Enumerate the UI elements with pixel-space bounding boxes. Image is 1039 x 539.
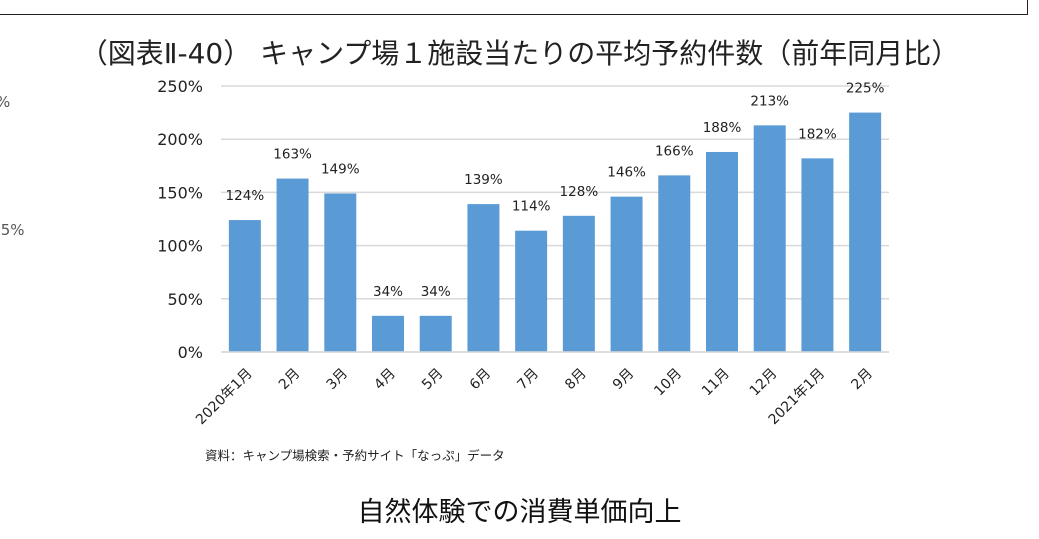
bar bbox=[706, 151, 738, 352]
data-label: 128% bbox=[560, 184, 599, 200]
bar bbox=[467, 204, 500, 352]
y-tick-label: 200% bbox=[157, 130, 203, 149]
data-label: 163% bbox=[273, 147, 312, 163]
bar bbox=[276, 178, 309, 352]
data-label: 166% bbox=[655, 143, 694, 159]
x-tick-label: 4月 bbox=[371, 366, 399, 394]
x-tick-label: 2月 bbox=[848, 366, 876, 394]
y-tick-label: 150% bbox=[157, 183, 203, 202]
bar bbox=[610, 196, 643, 352]
x-tick-label: 6月 bbox=[467, 366, 495, 394]
bar bbox=[419, 315, 452, 352]
x-tick-label: 2020年1月 bbox=[193, 366, 256, 429]
x-tick-label: 5月 bbox=[419, 366, 447, 394]
x-tick-label: 3月 bbox=[324, 366, 352, 394]
x-tick-label: 8月 bbox=[562, 366, 590, 394]
y-tick-label: 50% bbox=[167, 290, 203, 309]
bar bbox=[753, 125, 786, 352]
data-label: 139% bbox=[464, 172, 503, 188]
x-tick-label: 9月 bbox=[610, 366, 638, 394]
bar bbox=[515, 230, 548, 352]
data-label: 34% bbox=[421, 284, 451, 300]
bar bbox=[562, 215, 595, 352]
top-frame bbox=[0, 0, 1028, 15]
data-label: 34% bbox=[373, 284, 403, 300]
x-tick-label: 2月 bbox=[276, 366, 304, 394]
section-subtitle: 自然体験での消費単価向上 bbox=[357, 497, 682, 528]
bar bbox=[849, 112, 882, 352]
cropped-text: % bbox=[0, 93, 10, 111]
x-tick-label: 7月 bbox=[514, 366, 542, 394]
data-label: 146% bbox=[607, 165, 646, 181]
x-tick-label: 10月 bbox=[651, 366, 685, 400]
bar bbox=[801, 158, 834, 352]
chart-title: （図表Ⅱ-40） キャンプ場１施設当たりの平均予約件数（前年同月比） bbox=[79, 37, 960, 70]
data-label: 182% bbox=[798, 126, 837, 142]
source-note: 資料：キャンプ場検索・予約サイト「なっぷ」データ bbox=[205, 448, 505, 463]
bar bbox=[324, 193, 357, 352]
bar bbox=[658, 175, 691, 352]
data-label: 188% bbox=[703, 120, 742, 136]
bar bbox=[228, 220, 261, 352]
data-label: 213% bbox=[750, 93, 789, 109]
x-tick-label: 12月 bbox=[747, 366, 781, 400]
y-tick-label: 250% bbox=[157, 77, 203, 96]
data-label: 124% bbox=[226, 188, 265, 204]
bar bbox=[372, 315, 404, 352]
x-tick-label: 11月 bbox=[699, 366, 733, 400]
cropped-text: .5% bbox=[0, 221, 25, 239]
y-tick-label: 100% bbox=[157, 237, 203, 256]
data-label: 114% bbox=[512, 199, 551, 215]
data-label: 225% bbox=[846, 81, 885, 97]
y-tick-label: 0% bbox=[178, 343, 203, 362]
data-label: 149% bbox=[321, 161, 360, 177]
